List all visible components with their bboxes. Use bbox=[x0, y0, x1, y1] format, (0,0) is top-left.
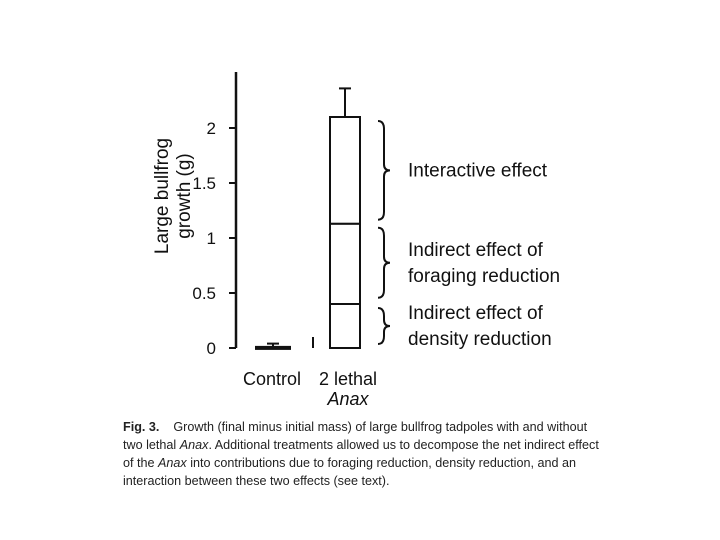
annotation-label: Indirect effect of bbox=[408, 240, 544, 261]
figure-caption: Fig. 3. Growth (final minus initial mass)… bbox=[123, 418, 603, 490]
annotation-label: density reduction bbox=[408, 329, 552, 350]
caption-italic-2: Anax bbox=[158, 456, 187, 470]
bar-segment bbox=[255, 345, 291, 350]
bar-segment bbox=[329, 116, 361, 225]
y-tick-label: 2 bbox=[207, 119, 216, 138]
category-label: 2 lethal bbox=[319, 369, 377, 389]
annotation-brace bbox=[377, 120, 391, 221]
bar-segment bbox=[329, 303, 361, 349]
y-tick-label: 0.5 bbox=[192, 284, 216, 303]
chart-axes: 0 0.5 1 1.5 2 Large bullfrog growth (g) Control… bbox=[152, 72, 377, 409]
caption-text-1: Growth (final minus initial mass) of lar… bbox=[123, 420, 588, 452]
chart-annotations: Interactive effect Indirect effect of fora… bbox=[377, 120, 560, 350]
y-axis-label-line: growth (g) bbox=[174, 153, 195, 239]
category-label: Anax bbox=[326, 389, 369, 409]
bar-segment bbox=[329, 222, 361, 305]
annotation-label: Indirect effect of bbox=[408, 303, 544, 324]
annotation-brace bbox=[377, 226, 391, 299]
caption-label: Fig. 3. bbox=[123, 420, 160, 434]
chart-bars bbox=[255, 87, 361, 350]
annotation-label: foraging reduction bbox=[408, 266, 560, 287]
annotation-brace bbox=[377, 307, 391, 345]
caption-text-2: . Additional treatments allowed us to de… bbox=[123, 438, 599, 470]
y-tick-label: 0 bbox=[207, 339, 216, 358]
y-tick-label: 1.5 bbox=[192, 174, 216, 193]
bar-chart: 0 0.5 1 1.5 2 Large bullfrog growth (g) Control… bbox=[152, 72, 560, 409]
caption-text-3: into contributions due to foraging reduc… bbox=[123, 456, 576, 488]
caption-italic-1: Anax bbox=[179, 438, 209, 452]
annotation-label: Interactive effect bbox=[408, 160, 548, 181]
y-tick-label: 1 bbox=[207, 229, 216, 248]
y-axis-label-line: Large bullfrog bbox=[152, 138, 173, 254]
category-label: Control bbox=[243, 369, 301, 389]
y-axis-label: Large bullfrog growth (g) bbox=[152, 138, 195, 254]
